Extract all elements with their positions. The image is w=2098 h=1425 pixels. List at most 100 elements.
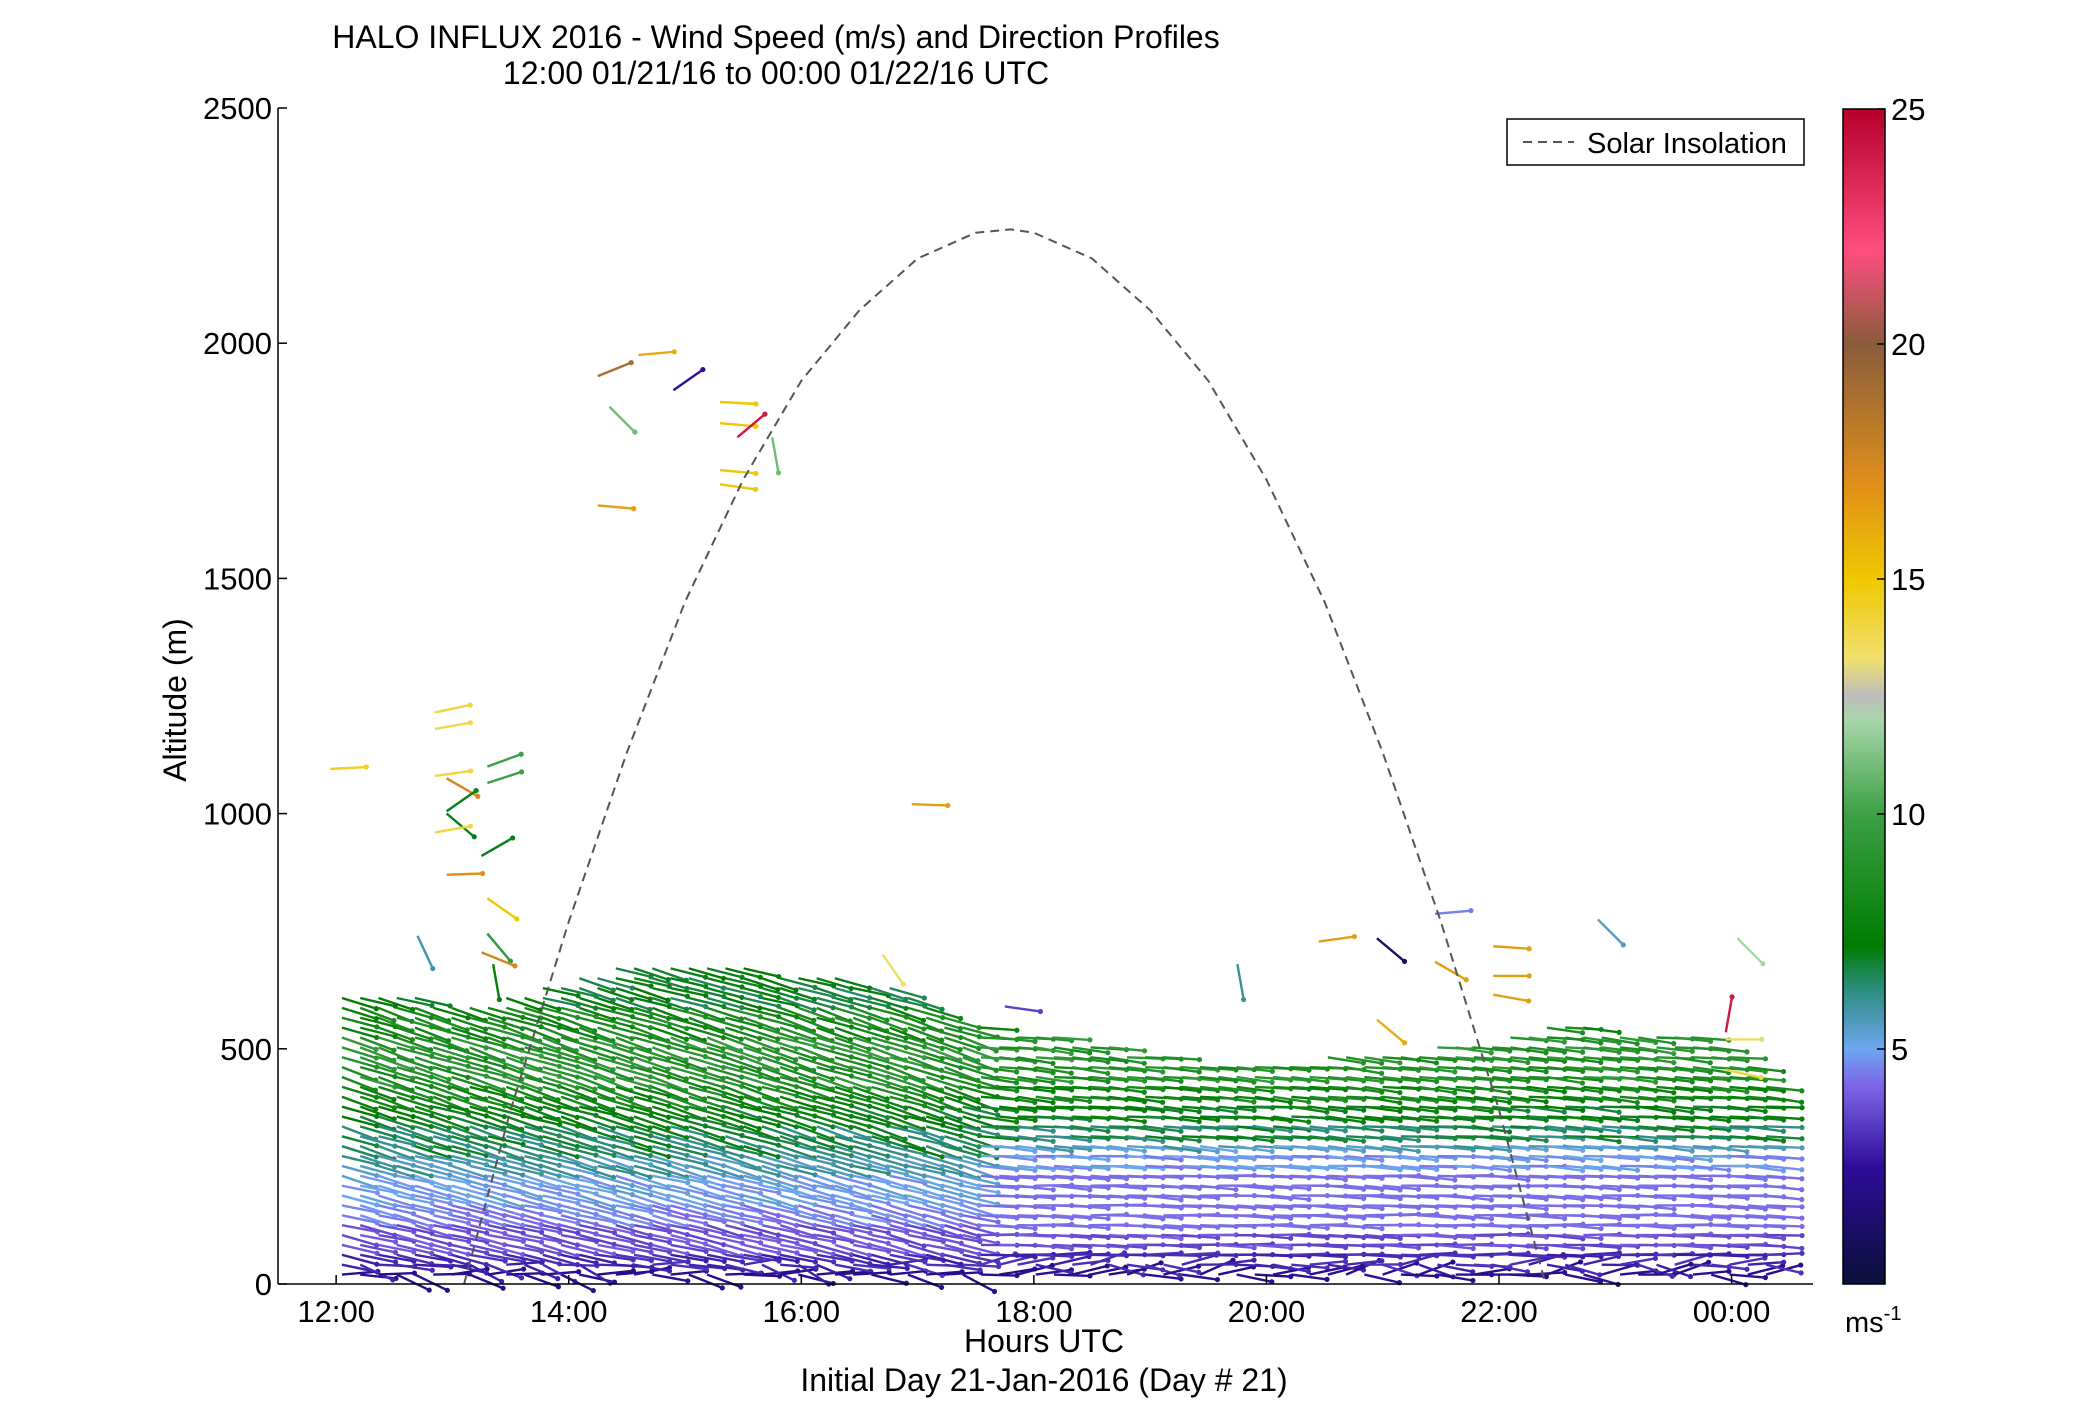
wind-vector-head bbox=[1799, 1105, 1805, 1111]
wind-vector bbox=[1564, 1263, 1601, 1277]
wind-vector bbox=[743, 1026, 779, 1041]
wind-vector bbox=[359, 1065, 396, 1078]
wind-vector bbox=[1053, 1251, 1090, 1257]
wind-vector bbox=[1510, 1194, 1547, 1201]
wind-vector bbox=[816, 1164, 852, 1178]
wind-vector bbox=[1674, 1065, 1711, 1074]
wind-vector bbox=[670, 1194, 706, 1207]
wind-vector bbox=[1619, 1269, 1656, 1276]
wind-vector-head bbox=[465, 1112, 471, 1118]
wind-vector bbox=[670, 1085, 705, 1101]
initial-day-caption: Initial Day 21-Jan-2016 (Day # 21) bbox=[800, 1362, 1287, 1398]
wind-vector bbox=[1163, 1224, 1200, 1229]
wind-vector bbox=[652, 1056, 688, 1068]
wind-vector-head bbox=[593, 1211, 599, 1217]
wind-vector bbox=[1546, 1154, 1583, 1162]
wind-vector-head bbox=[684, 993, 690, 999]
wind-vector-head bbox=[811, 1007, 817, 1013]
wind-vector bbox=[560, 1273, 594, 1292]
wind-vector bbox=[871, 1026, 907, 1040]
wind-vector bbox=[889, 1026, 924, 1042]
wind-vector bbox=[1437, 1263, 1473, 1273]
wind-vector-head bbox=[483, 1045, 489, 1051]
wind-vector-head bbox=[575, 1211, 581, 1218]
wind-vector bbox=[633, 1016, 670, 1028]
wind-vector bbox=[1017, 1135, 1054, 1143]
wind-vector bbox=[1382, 1204, 1419, 1209]
wind-vector-head bbox=[867, 1073, 873, 1079]
wind-vector bbox=[451, 1154, 487, 1166]
wind-vector bbox=[911, 802, 948, 807]
wind-vector bbox=[524, 1085, 559, 1101]
wind-vector bbox=[1309, 1125, 1346, 1133]
wind-vector bbox=[1254, 1075, 1291, 1082]
wind-vector-head bbox=[1324, 1265, 1330, 1271]
wind-vector bbox=[889, 1253, 926, 1264]
wind-vector-head bbox=[475, 793, 481, 799]
wind-vector-head bbox=[1762, 1056, 1769, 1062]
wind-vector bbox=[1711, 1263, 1748, 1271]
wind-vector-head bbox=[1434, 1127, 1440, 1133]
wind-vector bbox=[1601, 1095, 1638, 1104]
wind-vector-head bbox=[1671, 1059, 1677, 1066]
wind-vector bbox=[1145, 1105, 1182, 1113]
wind-vector-head bbox=[647, 1006, 653, 1013]
wind-vector bbox=[542, 1145, 578, 1158]
wind-vector bbox=[615, 1056, 651, 1071]
wind-vector-head bbox=[1361, 1107, 1367, 1113]
wind-vector bbox=[871, 1006, 907, 1019]
wind-vector bbox=[414, 1154, 451, 1166]
wind-vector bbox=[1108, 1065, 1145, 1073]
wind-vector bbox=[1345, 1125, 1382, 1133]
wind-vector bbox=[1565, 1095, 1602, 1102]
wind-vector bbox=[1729, 1214, 1766, 1220]
wind-vector bbox=[743, 1233, 780, 1243]
wind-vector-head bbox=[520, 1162, 526, 1168]
wind-vector bbox=[1272, 1115, 1309, 1124]
wind-vector-head bbox=[1105, 1079, 1111, 1085]
wind-vector-head bbox=[1671, 1109, 1677, 1115]
wind-vector-head bbox=[666, 1103, 672, 1109]
wind-vector bbox=[1473, 1085, 1510, 1095]
wind-vector-head bbox=[848, 1065, 854, 1071]
wind-vector bbox=[652, 1260, 689, 1266]
wind-vector-head bbox=[884, 1017, 890, 1023]
wind-vector-head bbox=[648, 1133, 654, 1139]
wind-vector bbox=[871, 1273, 907, 1285]
wind-vector-head bbox=[556, 1133, 562, 1139]
wind-vector-head bbox=[1762, 1108, 1768, 1115]
wind-vector bbox=[1546, 1263, 1583, 1273]
wind-vector bbox=[1619, 1184, 1656, 1190]
wind-vector-head bbox=[958, 1133, 964, 1139]
wind-vector bbox=[999, 1224, 1036, 1230]
wind-vector-head bbox=[392, 1084, 398, 1090]
wind-vector-head bbox=[940, 1210, 946, 1216]
wind-vector-head bbox=[684, 1114, 690, 1121]
wind-vector-head bbox=[1744, 1049, 1750, 1055]
wind-vector-head bbox=[1525, 1108, 1531, 1114]
wind-vector bbox=[1072, 1125, 1109, 1133]
wind-vector-head bbox=[848, 1113, 854, 1119]
wind-vector bbox=[633, 1145, 669, 1158]
wind-vector bbox=[615, 1243, 652, 1254]
wind-vector-head bbox=[1195, 1263, 1202, 1269]
wind-vector-head bbox=[1488, 1216, 1495, 1222]
wind-vector-head bbox=[465, 1220, 471, 1226]
wind-vector bbox=[798, 1036, 834, 1050]
wind-vector bbox=[524, 1224, 561, 1234]
wind-vector-head bbox=[1580, 1068, 1586, 1074]
wind-vector bbox=[560, 1184, 597, 1195]
wind-vector bbox=[907, 1145, 943, 1158]
wind-vector-head bbox=[1401, 958, 1408, 964]
wind-vector bbox=[1053, 1046, 1090, 1055]
wind-vector bbox=[1199, 1154, 1236, 1162]
wind-vector-head bbox=[753, 470, 759, 476]
wind-vector bbox=[1327, 1075, 1364, 1083]
wind-vector bbox=[451, 1145, 487, 1157]
wind-vector-head bbox=[1032, 1038, 1038, 1045]
x-tick-label: 16:00 bbox=[763, 1294, 841, 1329]
wind-vector bbox=[889, 1269, 926, 1276]
wind-vector bbox=[487, 1105, 524, 1117]
wind-vector-head bbox=[593, 1221, 599, 1227]
wind-vector-head bbox=[557, 1229, 563, 1235]
